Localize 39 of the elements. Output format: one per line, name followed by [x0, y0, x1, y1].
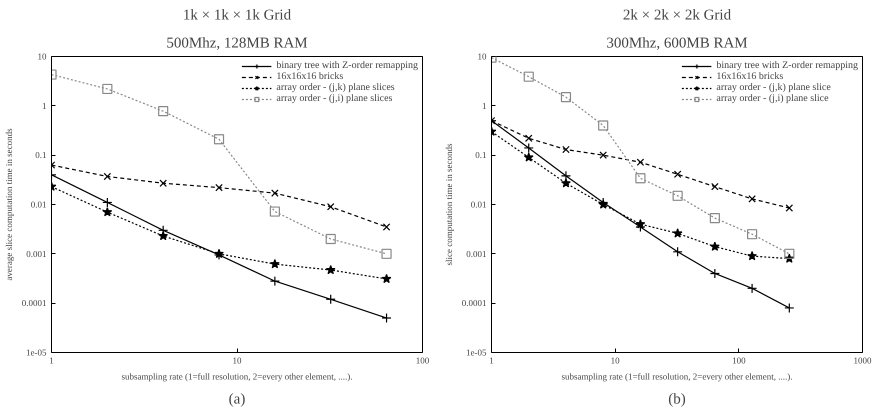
x-tick-label: 1 — [49, 356, 54, 366]
legend-label: array order - (j,k) plane slice — [716, 82, 831, 93]
y-tick-label: 10 — [478, 52, 487, 62]
y-tick-label: 0.0001 — [22, 298, 46, 308]
y-tick-label: 0.1 — [35, 150, 46, 160]
text: (b) — [668, 392, 686, 408]
y-axis-title: average slice computation time in seconds — [4, 128, 14, 281]
chart-title: 1k × 1k × 1k Grid — [182, 8, 292, 24]
y-axis-title: slice computation time in seconds — [444, 143, 454, 266]
x-tick-label: 100 — [416, 356, 430, 366]
y-tick-label: 0.01 — [30, 200, 46, 210]
chart-subtitle: 300Mhz, 600MB RAM — [606, 36, 748, 52]
legend-label: binary tree with Z-order remapping — [276, 60, 418, 71]
y-tick-label: 0.0001 — [462, 298, 486, 308]
text: (a) — [228, 392, 246, 408]
y-tick-label: 1e-05 — [26, 348, 47, 358]
x-axis-title: subsampling rate (1=full resolution, 2=every other element, ....). — [121, 372, 353, 382]
y-tick-label: 1 — [482, 100, 486, 111]
y-tick-label: 0.001 — [466, 248, 486, 259]
y-tick-label: 1e-05 — [466, 348, 487, 358]
y-tick-label: 10 — [38, 52, 47, 62]
legend-label: array order - (j,i) plane slices — [276, 93, 392, 104]
legend-label: array order - (j,k) plane slices — [276, 82, 395, 93]
legend-label: array order - (j,i) plane slice — [716, 93, 829, 104]
x-tick-label: 10 — [610, 356, 620, 366]
chart-subtitle: 500Mhz, 128MB RAM — [166, 36, 308, 52]
x-tick-label: 10 — [232, 356, 242, 366]
legend-label: 16x16x16 bricks — [276, 71, 344, 82]
y-tick-label: 0.001 — [26, 248, 46, 259]
x-tick-label: 1 — [489, 356, 494, 366]
x-tick-label: 1000 — [854, 356, 872, 366]
y-tick-label: 1 — [42, 100, 46, 111]
legend-label: binary tree with Z-order remapping — [716, 60, 858, 71]
legend-label: 16x16x16 bricks — [716, 71, 784, 82]
x-axis-title: subsampling rate (1=full resolution, 2=every other element, ....). — [561, 372, 793, 382]
y-tick-label: 0.1 — [475, 150, 486, 160]
y-tick-label: 0.01 — [470, 200, 486, 210]
chart-title: 2k × 2k × 2k Grid — [622, 8, 732, 24]
x-tick-label: 100 — [732, 356, 746, 366]
